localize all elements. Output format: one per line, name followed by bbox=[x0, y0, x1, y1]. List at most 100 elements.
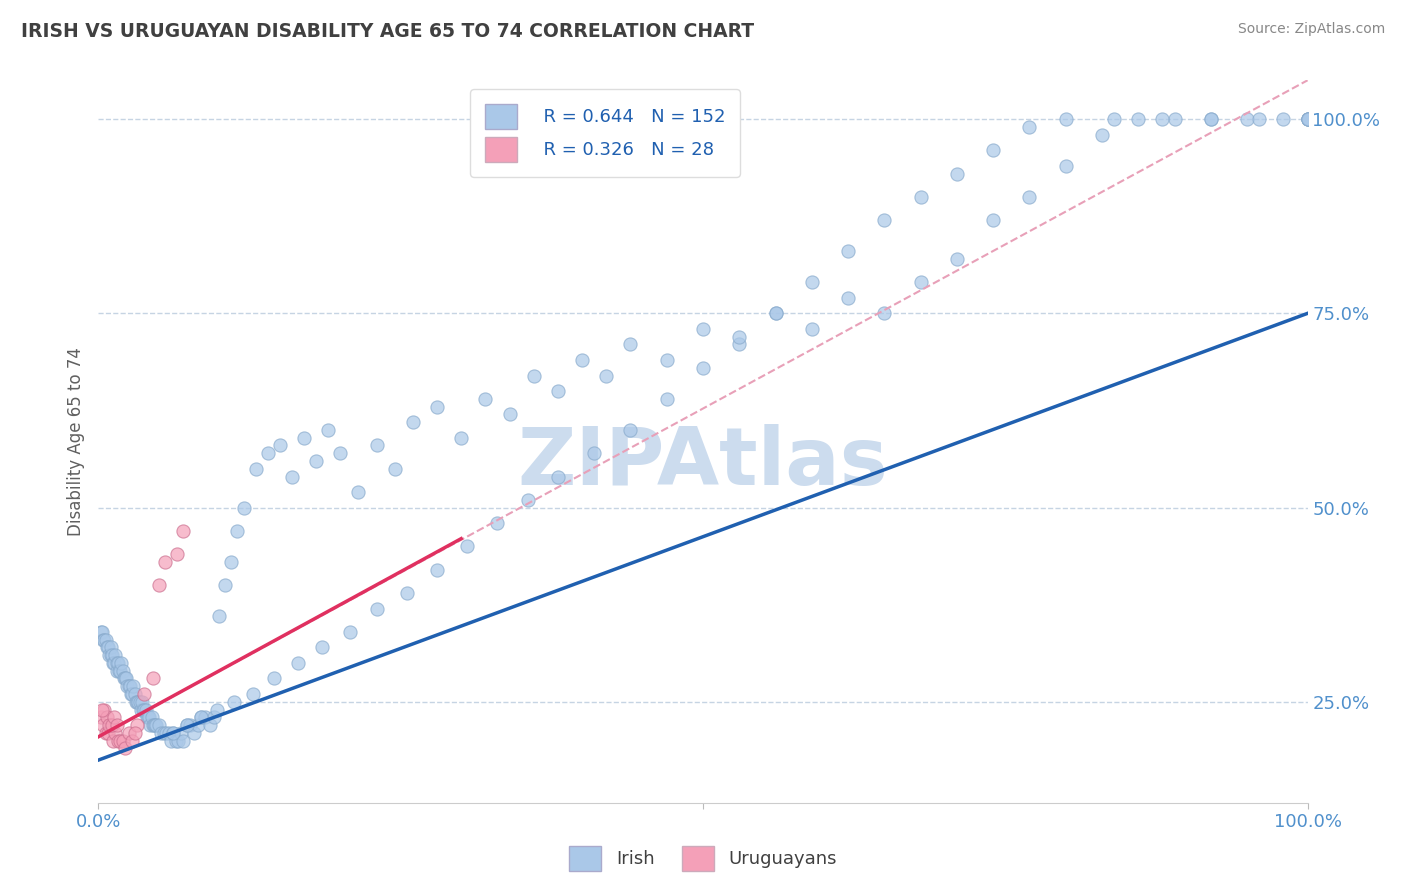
Point bbox=[169, 726, 191, 740]
Text: IRISH VS URUGUAYAN DISABILITY AGE 65 TO 74 CORRELATION CHART: IRISH VS URUGUAYAN DISABILITY AGE 65 TO … bbox=[21, 22, 754, 41]
Point bbox=[124, 726, 146, 740]
Point bbox=[214, 578, 236, 592]
Point bbox=[547, 384, 569, 398]
Point bbox=[1296, 112, 1319, 127]
Point bbox=[111, 733, 134, 747]
Point bbox=[946, 252, 969, 266]
Point bbox=[765, 306, 787, 320]
Point bbox=[384, 461, 406, 475]
Point bbox=[183, 726, 205, 740]
Point bbox=[96, 710, 118, 724]
Point bbox=[124, 687, 146, 701]
Point bbox=[103, 710, 125, 724]
Point bbox=[1163, 112, 1185, 127]
Point bbox=[176, 718, 198, 732]
Point bbox=[121, 733, 143, 747]
Point bbox=[187, 718, 209, 732]
Point bbox=[329, 446, 352, 460]
Point bbox=[395, 586, 418, 600]
Point bbox=[127, 695, 149, 709]
Point bbox=[145, 718, 167, 732]
Point bbox=[115, 672, 138, 686]
Point bbox=[450, 431, 472, 445]
Point bbox=[426, 563, 449, 577]
Point bbox=[100, 718, 122, 732]
Point bbox=[292, 431, 315, 445]
Point bbox=[498, 408, 520, 422]
Point bbox=[402, 415, 425, 429]
Point bbox=[242, 687, 264, 701]
Point bbox=[157, 726, 180, 740]
Point bbox=[692, 360, 714, 375]
Point bbox=[873, 213, 896, 227]
Point bbox=[547, 469, 569, 483]
Point bbox=[571, 353, 593, 368]
Point bbox=[655, 392, 678, 406]
Point bbox=[97, 726, 120, 740]
Point bbox=[1018, 120, 1040, 134]
Point bbox=[165, 733, 187, 747]
Point bbox=[619, 423, 641, 437]
Point bbox=[222, 695, 245, 709]
Point bbox=[143, 718, 166, 732]
Point bbox=[981, 213, 1004, 227]
Point bbox=[138, 710, 160, 724]
Point bbox=[135, 702, 157, 716]
Point bbox=[426, 400, 449, 414]
Point bbox=[245, 461, 267, 475]
Point bbox=[122, 679, 145, 693]
Point bbox=[263, 672, 285, 686]
Point bbox=[1296, 112, 1319, 127]
Point bbox=[1249, 112, 1271, 127]
Point bbox=[101, 733, 124, 747]
Point bbox=[946, 167, 969, 181]
Point bbox=[104, 648, 127, 663]
Point bbox=[837, 291, 859, 305]
Point bbox=[190, 710, 212, 724]
Point bbox=[1296, 112, 1319, 127]
Point bbox=[135, 710, 157, 724]
Point bbox=[162, 726, 184, 740]
Point bbox=[692, 322, 714, 336]
Point bbox=[204, 710, 226, 724]
Point bbox=[1296, 112, 1319, 127]
Y-axis label: Disability Age 65 to 74: Disability Age 65 to 74 bbox=[66, 347, 84, 536]
Point bbox=[114, 741, 136, 756]
Point bbox=[1296, 112, 1319, 127]
Point bbox=[108, 733, 131, 747]
Text: Source: ZipAtlas.com: Source: ZipAtlas.com bbox=[1237, 22, 1385, 37]
Point bbox=[281, 469, 304, 483]
Point bbox=[100, 640, 122, 655]
Point bbox=[176, 718, 198, 732]
Point bbox=[103, 656, 125, 670]
Point bbox=[100, 718, 122, 732]
Point bbox=[100, 648, 122, 663]
Point bbox=[94, 726, 117, 740]
Point bbox=[205, 702, 228, 716]
Point bbox=[128, 695, 150, 709]
Point bbox=[97, 640, 120, 655]
Point bbox=[108, 664, 131, 678]
Point bbox=[91, 702, 114, 716]
Point bbox=[765, 306, 787, 320]
Point bbox=[152, 726, 174, 740]
Point bbox=[90, 624, 112, 639]
Point bbox=[91, 632, 114, 647]
Legend:   R = 0.644   N = 152,   R = 0.326   N = 28: R = 0.644 N = 152, R = 0.326 N = 28 bbox=[470, 89, 740, 177]
Point bbox=[118, 679, 141, 693]
Point bbox=[1199, 112, 1222, 127]
Point bbox=[108, 664, 131, 678]
Point bbox=[91, 624, 114, 639]
Point bbox=[1054, 159, 1077, 173]
Point bbox=[148, 718, 170, 732]
Point bbox=[1199, 112, 1222, 127]
Point bbox=[208, 609, 231, 624]
Point bbox=[127, 718, 149, 732]
Point bbox=[143, 718, 166, 732]
Point bbox=[114, 672, 136, 686]
Point bbox=[800, 322, 823, 336]
Point bbox=[166, 547, 188, 561]
Point bbox=[142, 672, 165, 686]
Point bbox=[134, 702, 156, 716]
Point bbox=[1091, 128, 1114, 142]
